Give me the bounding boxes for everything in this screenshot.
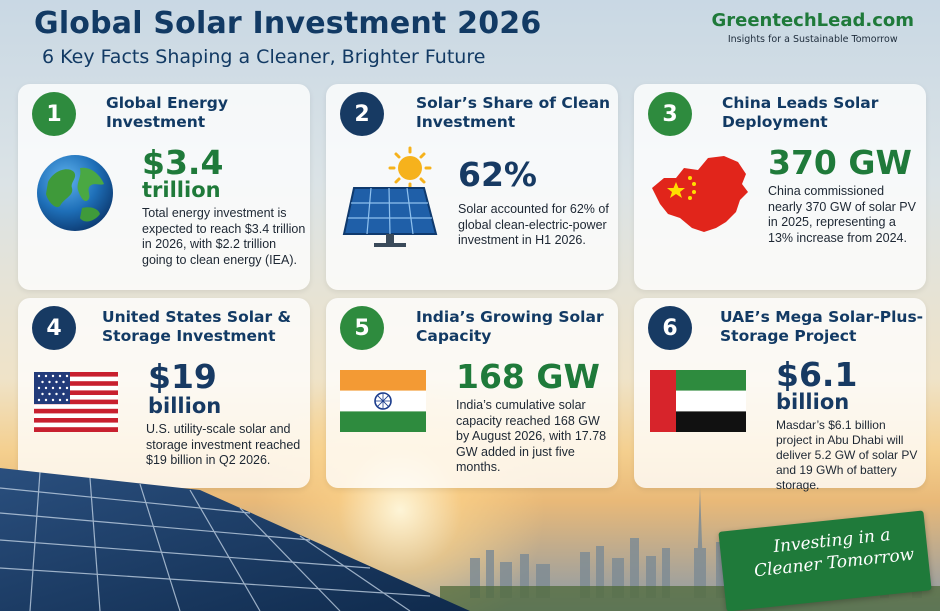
india-flag-icon [340,370,426,432]
sun-icon [388,146,432,190]
brand-tagline: Insights for a Sustainable Tomorrow [727,34,898,45]
fact-stat: 168 GW [456,357,600,396]
fact-card-3: 3 China Leads Solar Deployment 370 GW Ch… [634,84,926,290]
fact-description: U.S. utility-scale solar and storage inv… [146,422,301,467]
china-map-flag-icon [652,156,748,232]
solar-farm-skyline-illustration [0,468,940,611]
fact-description: China commissioned nearly 370 GW of sola… [768,184,916,245]
fact-number-badge: 1 [32,92,76,136]
header: Global Solar Investment 2026 6 Key Facts… [0,0,940,80]
fact-description: Solar accounted for 62% of global clean-… [458,202,609,247]
fact-number-badge: 5 [340,306,384,350]
uae-flag-icon [650,370,746,432]
fact-title: India’s Growing Solar Capacity [416,308,604,345]
fact-card-6: 6 UAE’s Mega Solar-Plus-Storage Project … [634,298,926,492]
fact-description: India’s cumulative solar capacity reache… [456,398,607,474]
fact-description: Total energy investment is expected to r… [142,206,306,267]
fact-stat: $6.1 [776,355,858,394]
fact-stat-unit: billion [148,394,222,418]
fact-stat: 370 GW [768,143,912,182]
fact-stat: $19 [148,357,217,396]
fact-stat: 62% [458,155,537,194]
solar-panel-icon [342,146,438,247]
fact-card-1: 1 Global Energy Investment $3.4 trillion… [18,84,310,290]
fact-title: China Leads Solar Deployment [722,94,879,131]
fact-card-2: 2 Solar’s Share of Clean Investment [326,84,618,290]
fact-number-badge: 6 [648,306,692,350]
fact-title: United States Solar & Storage Investment [102,308,292,345]
us-flag-icon [34,372,118,432]
fact-stat: $3.4 [142,143,224,182]
fact-description: Masdar’s $6.1 billion project in Abu Dha… [776,418,918,492]
fact-title: Solar’s Share of Clean Investment [416,94,611,131]
page-title: Global Solar Investment 2026 [34,6,542,41]
fact-card-4: 4 United States Solar & Storage Investme… [18,298,310,488]
fact-number-badge: 2 [340,92,384,136]
fact-title: UAE’s Mega Solar-Plus-Storage Project [720,308,924,345]
fact-stat-unit: trillion [142,178,221,202]
fact-stat-unit: billion [776,390,850,414]
fact-number-badge: 4 [32,306,76,350]
fact-title: Global Energy Investment [106,94,228,131]
solar-panel-array [0,468,470,611]
globe-icon [37,155,113,231]
fact-number-badge: 3 [648,92,692,136]
brand-name: GreentechLead.com [711,10,914,31]
page-subtitle: 6 Key Facts Shaping a Cleaner, Brighter … [42,46,486,68]
brand-logo[interactable]: GreentechLead.com Insights for a Sustain… [711,10,914,45]
fact-card-5: 5 India’s Growing Solar Capacity 168 GW … [326,298,618,488]
